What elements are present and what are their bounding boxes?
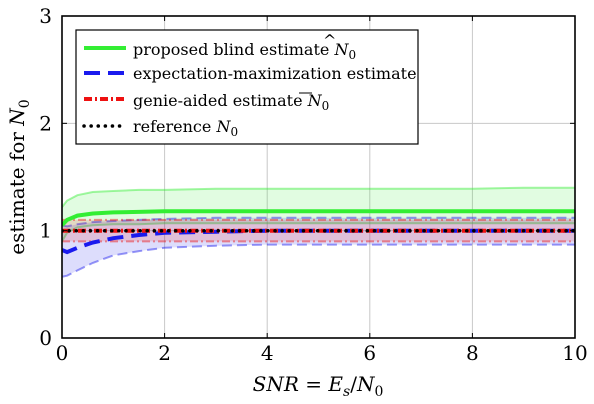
band-lower-1 <box>62 243 575 278</box>
band-fill-0 <box>62 187 575 242</box>
x-tick-label: 8 <box>466 341 479 365</box>
series-line-1 <box>62 228 575 255</box>
legend-entry-proposed: proposed blind estimate N0 <box>133 40 356 62</box>
band-upper-0 <box>62 186 575 208</box>
legend-entry-reference: reference N0 <box>133 117 238 139</box>
band-upper-1 <box>62 216 575 228</box>
plot-frame <box>61 15 576 339</box>
x-tick-label: 2 <box>158 341 171 365</box>
legend-box <box>75 29 419 145</box>
legend-entry-genie: genie-aided estimate N0 <box>133 91 329 113</box>
x-ticks: 0 2 4 6 8 10 <box>56 16 588 365</box>
x-tick-label: 10 <box>562 341 587 365</box>
series-lines <box>62 209 575 255</box>
y-axis-label: estimate for N0 <box>5 99 33 254</box>
x-axis-label: SNR = Es/N0 <box>253 372 384 400</box>
y-tick-label: 0 <box>39 326 52 350</box>
y-ticks: 0 1 2 3 <box>39 4 575 350</box>
band-lower-0 <box>62 222 575 242</box>
x-tick-label: 0 <box>56 341 69 365</box>
series-line-0 <box>62 209 575 227</box>
y-tick-label: 3 <box>39 4 52 28</box>
y-tick-label: 2 <box>39 111 52 135</box>
legend-entry-em: expectation-maximization estimate <box>133 64 417 83</box>
legend: proposed blind estimate N0 ^ expectation… <box>75 29 419 145</box>
x-tick-label: 6 <box>363 341 376 365</box>
x-tick-label: 4 <box>261 341 274 365</box>
legend-hat: ^ <box>323 31 336 50</box>
y-tick-label: 1 <box>39 219 52 243</box>
